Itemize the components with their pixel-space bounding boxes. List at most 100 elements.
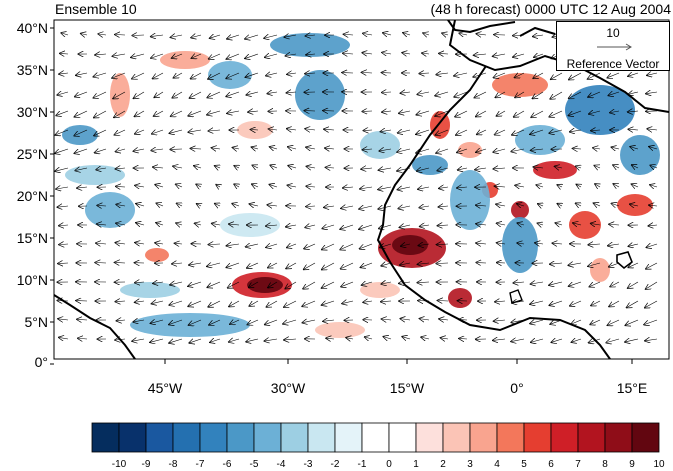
wind-vector — [57, 206, 69, 207]
wind-vector — [438, 300, 449, 301]
wind-vector — [284, 35, 297, 37]
wind-vector — [645, 300, 658, 308]
wind-vector — [613, 165, 620, 168]
wind-vector — [362, 53, 373, 54]
wind-vector — [401, 244, 411, 246]
wind-vector — [59, 244, 69, 245]
wind-vectors — [55, 33, 658, 343]
wind-vector — [322, 301, 335, 305]
wind-vector — [628, 281, 639, 288]
wind-vector — [340, 224, 354, 229]
wind-vector — [646, 92, 658, 94]
wind-vector — [459, 33, 468, 35]
wind-vector — [133, 320, 145, 322]
wind-vector — [476, 205, 487, 206]
wind-vector — [285, 281, 297, 289]
wind-vector — [264, 35, 278, 38]
wind-vector — [57, 300, 69, 301]
colorbar-swatch — [172, 422, 201, 453]
wind-vector — [155, 243, 164, 244]
wind-vector — [132, 72, 145, 79]
wind-vector — [383, 33, 392, 35]
wind-vector — [568, 263, 582, 265]
wind-vector — [416, 149, 430, 153]
anomaly-cell — [620, 135, 660, 175]
wind-vector — [569, 110, 582, 116]
colorbar-swatch — [523, 422, 552, 453]
wind-vector — [172, 263, 183, 264]
wind-vector — [252, 165, 258, 168]
wind-vector — [630, 204, 639, 206]
wind-vector — [441, 338, 449, 339]
wind-vector — [359, 206, 373, 209]
wind-vector — [75, 110, 88, 117]
wind-vector — [379, 149, 392, 151]
wind-vector — [400, 319, 411, 320]
wind-vector — [305, 73, 316, 74]
wind-vector — [246, 244, 259, 247]
wind-vector — [341, 281, 354, 287]
wind-vector — [513, 282, 525, 283]
wind-vector — [98, 34, 107, 35]
wind-vector — [512, 301, 525, 303]
anomaly-cell — [392, 235, 428, 255]
wind-vector — [647, 73, 658, 75]
wind-vector — [628, 111, 639, 112]
wind-vector — [249, 300, 259, 306]
wind-vector — [474, 91, 487, 98]
wind-vector — [59, 73, 69, 74]
wind-vector — [117, 320, 126, 321]
wind-vector — [628, 244, 639, 246]
wind-vector — [512, 129, 525, 135]
lon-label-30w: 30°W — [270, 380, 306, 396]
anomaly-cell — [617, 194, 653, 216]
wind-vector — [135, 185, 145, 187]
wind-vector — [284, 300, 297, 307]
wind-vector — [135, 282, 145, 283]
wind-vector — [135, 130, 145, 134]
wind-vector — [419, 244, 430, 246]
wind-vector — [246, 339, 259, 342]
lat-label-40n: 40°N — [16, 20, 48, 36]
wind-vector — [531, 110, 544, 117]
wind-vector — [416, 129, 430, 134]
wind-vector — [192, 54, 202, 58]
wind-vector — [226, 53, 240, 59]
wind-vector — [588, 72, 601, 79]
wind-vector — [417, 92, 430, 94]
wind-vector — [476, 110, 487, 117]
wind-vector — [474, 54, 487, 55]
wind-vector — [249, 281, 259, 287]
wind-vector — [151, 320, 164, 323]
wind-vector — [97, 224, 107, 225]
wind-vector — [210, 35, 221, 38]
wind-vector — [493, 168, 506, 169]
wind-vector — [557, 185, 562, 187]
wind-vector — [307, 166, 316, 168]
wind-vector — [115, 243, 126, 244]
wind-vector — [284, 339, 297, 340]
wind-vector — [154, 91, 164, 97]
wind-vector — [188, 110, 202, 116]
wind-vector — [287, 185, 297, 187]
colorbar-swatch — [280, 422, 309, 453]
wind-vector — [74, 148, 88, 153]
wind-vector — [436, 149, 449, 153]
wind-vector — [229, 224, 240, 225]
africa-coastline — [376, 20, 669, 359]
wind-vector — [151, 35, 164, 37]
wind-vector — [511, 339, 525, 342]
wind-vector — [175, 243, 183, 244]
wind-vector — [569, 281, 582, 286]
wind-vector — [493, 339, 506, 340]
wind-vector — [495, 186, 506, 187]
reference-vector-magnitude: 10 — [606, 26, 620, 40]
wind-vector — [286, 225, 297, 227]
wind-vector — [209, 244, 221, 245]
wind-vector — [383, 337, 392, 339]
wind-vector — [132, 35, 145, 36]
axis-ticks — [50, 27, 633, 365]
wind-vector — [114, 110, 126, 117]
lat-label-35n: 35°N — [16, 62, 48, 78]
wind-vector — [379, 225, 392, 228]
